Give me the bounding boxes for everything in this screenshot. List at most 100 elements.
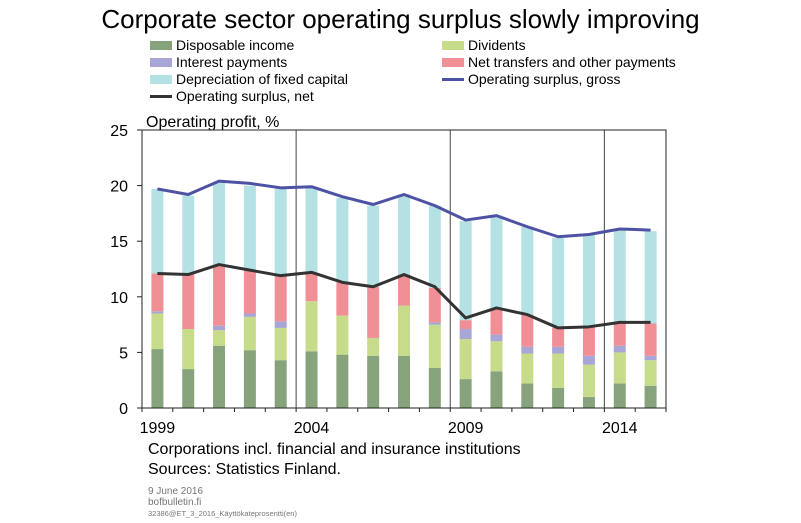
legend-label: Operating surplus, gross — [468, 71, 621, 87]
legend-swatch — [150, 40, 172, 50]
bar-depreciation-of-fixed-capital-2005 — [336, 197, 349, 283]
bar-depreciation-of-fixed-capital-2015 — [644, 231, 657, 324]
bar-interest-payments-1999 — [151, 311, 164, 314]
y-tick-label-0: 0 — [119, 401, 128, 418]
bar-interest-payments-2013 — [582, 355, 595, 365]
bar-dividents-2004 — [305, 301, 318, 352]
bar-interest-payments-2001 — [213, 325, 226, 331]
bar-dividents-2015 — [644, 360, 657, 386]
bar-disposable-income-2002 — [243, 350, 256, 408]
bar-disposable-income-2005 — [336, 354, 349, 408]
line-operating-surplus-net — [157, 263, 651, 330]
footer-code: 32386@ET_3_2016_Käyttökateprosentti(en) — [148, 509, 297, 518]
legend-line — [150, 94, 172, 98]
bar-depreciation-of-fixed-capital-2003 — [274, 187, 287, 276]
bar-depreciation-of-fixed-capital-1999 — [151, 188, 164, 274]
bar-disposable-income-2012 — [552, 387, 565, 408]
bar-dividents-2002 — [243, 316, 256, 351]
y-tick-label-5: 5 — [119, 345, 128, 362]
bar-net-transfers-and-other-payments-1999 — [151, 273, 164, 312]
bar-depreciation-of-fixed-capital-2000 — [182, 195, 195, 275]
bar-depreciation-of-fixed-capital-2002 — [243, 185, 256, 271]
bar-net-transfers-and-other-payments-2010 — [490, 309, 503, 335]
bar-dividents-2008 — [428, 324, 441, 368]
bar-depreciation-of-fixed-capital-2014 — [613, 228, 626, 323]
bar-disposable-income-2015 — [644, 385, 657, 408]
bar-disposable-income-2006 — [367, 355, 380, 408]
bar-depreciation-of-fixed-capital-2007 — [398, 194, 410, 275]
bar-net-transfers-and-other-payments-2006 — [367, 286, 380, 338]
bar-net-transfers-and-other-payments-2014 — [613, 322, 626, 346]
bar-net-transfers-and-other-payments-2009 — [459, 320, 472, 330]
footer-site: bofbulletin.fi — [148, 497, 202, 508]
bar-dividents-2007 — [398, 305, 410, 356]
legend-item-depreciation: Depreciation of fixed capital — [150, 71, 348, 88]
bar-net-transfers-and-other-payments-2005 — [336, 282, 349, 316]
legend-item-disposable-income: Disposable income — [150, 37, 294, 54]
note-line-1: Corporations incl. financial and insuran… — [148, 441, 521, 458]
y-tick-label-20: 20 — [110, 179, 128, 196]
bar-dividents-2012 — [552, 353, 565, 388]
bar-dividents-2014 — [613, 352, 626, 384]
legend-label: Net transfers and other payments — [468, 54, 676, 70]
bar-dividents-2009 — [459, 339, 472, 380]
y-axis-label: Operating profit, % — [146, 114, 280, 131]
bar-dividents-1999 — [151, 313, 164, 350]
bar-dividents-2011 — [521, 353, 534, 384]
footer-date: 9 June 2016 — [148, 486, 204, 497]
bar-net-transfers-and-other-payments-2001 — [213, 265, 226, 326]
x-tick-label-2004: 2004 — [294, 420, 330, 437]
legend-swatch — [442, 40, 464, 50]
bar-depreciation-of-fixed-capital-2013 — [582, 234, 595, 327]
bar-net-transfers-and-other-payments-2015 — [644, 323, 657, 356]
bar-depreciation-of-fixed-capital-2004 — [305, 186, 318, 274]
bar-interest-payments-2008 — [428, 322, 441, 325]
bar-disposable-income-2011 — [521, 383, 534, 408]
bar-disposable-income-2008 — [428, 367, 441, 408]
bar-dividents-2000 — [182, 329, 195, 370]
bar-net-transfers-and-other-payments-2012 — [552, 327, 565, 347]
legend-label: Interest payments — [176, 54, 288, 70]
legend-swatch — [150, 57, 172, 67]
plot-frame — [141, 129, 667, 409]
bar-disposable-income-2003 — [274, 360, 287, 408]
bar-net-transfers-and-other-payments-2002 — [243, 270, 256, 314]
bar-disposable-income-1999 — [151, 349, 164, 408]
bar-dividents-2005 — [336, 315, 349, 355]
x-tick-label-2014: 2014 — [602, 420, 638, 437]
bar-interest-payments-2002 — [243, 313, 256, 317]
bar-dividents-2001 — [213, 330, 226, 346]
bar-dividents-2006 — [367, 337, 380, 356]
bar-depreciation-of-fixed-capital-2009 — [459, 221, 472, 321]
x-tick-label-2009: 2009 — [448, 420, 484, 437]
bar-depreciation-of-fixed-capital-2011 — [521, 226, 534, 315]
footer: 9 June 2016 bofbulletin.fi 32386@ET_3_20… — [148, 486, 297, 519]
legend-label: Depreciation of fixed capital — [176, 71, 348, 87]
bar-net-transfers-and-other-payments-2004 — [305, 273, 318, 302]
bar-net-transfers-and-other-payments-2003 — [274, 275, 287, 322]
bar-net-transfers-and-other-payments-2008 — [428, 287, 441, 323]
y-tick-label-10: 10 — [110, 290, 128, 307]
bar-depreciation-of-fixed-capital-2008 — [428, 205, 441, 288]
bar-dividents-2003 — [274, 327, 287, 361]
bar-dividents-2013 — [582, 364, 595, 397]
legend-line — [442, 77, 464, 81]
bar-interest-payments-2012 — [552, 346, 565, 354]
bar-interest-payments-2015 — [644, 355, 657, 361]
legend-swatch — [150, 74, 172, 84]
bar-interest-payments-2003 — [274, 321, 287, 328]
legend-item-interest-payments: Interest payments — [150, 54, 287, 71]
bar-disposable-income-2014 — [613, 383, 626, 408]
bar-net-transfers-and-other-payments-2007 — [398, 274, 410, 306]
bar-interest-payments-2010 — [490, 334, 503, 342]
note-line-2: Sources: Statistics Finland. — [148, 461, 341, 478]
bar-disposable-income-2013 — [582, 396, 595, 408]
bar-depreciation-of-fixed-capital-2010 — [490, 215, 503, 310]
legend-item-operating-surplus-net: Operating surplus, net — [150, 88, 314, 105]
legend-label: Dividents — [468, 37, 526, 53]
chart-title: Corporate sector operating surplus slowl… — [101, 4, 700, 34]
bar-net-transfers-and-other-payments-2000 — [182, 274, 195, 330]
bar-interest-payments-2011 — [521, 346, 534, 354]
bar-disposable-income-2000 — [182, 369, 195, 408]
bar-depreciation-of-fixed-capital-2006 — [367, 205, 380, 287]
